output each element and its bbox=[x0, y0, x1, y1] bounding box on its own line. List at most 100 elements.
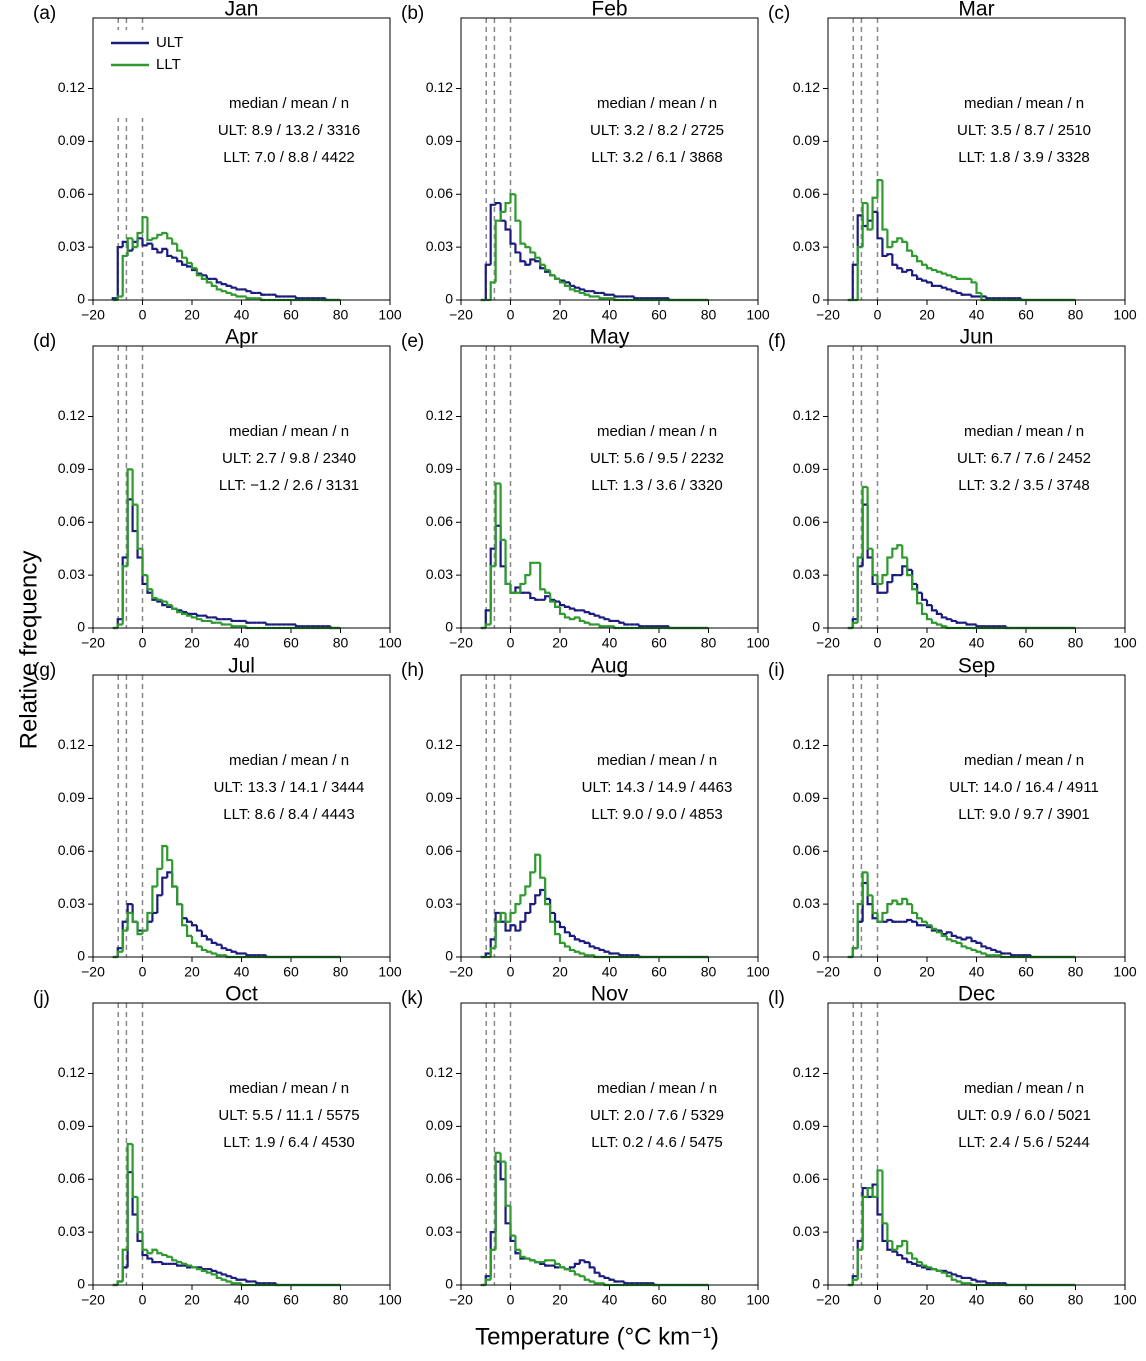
x-tick-label: 40 bbox=[602, 964, 618, 980]
y-tick-label: 0 bbox=[445, 619, 453, 635]
histogram-step bbox=[583, 1260, 590, 1264]
histogram-step bbox=[544, 595, 551, 600]
y-tick-label: 0.12 bbox=[426, 1064, 453, 1080]
histogram-step bbox=[156, 248, 163, 254]
histogram-step bbox=[210, 939, 217, 944]
histogram-step bbox=[534, 1260, 541, 1264]
histogram-step bbox=[623, 1281, 630, 1285]
y-tick-label: 0.06 bbox=[793, 842, 820, 858]
histogram-step bbox=[176, 608, 183, 614]
histogram-step bbox=[995, 949, 1002, 953]
histogram-step bbox=[618, 953, 625, 957]
y-tick-label: 0.12 bbox=[426, 407, 453, 423]
x-tick-label: −20 bbox=[449, 635, 473, 651]
histogram-step bbox=[608, 1277, 615, 1281]
panel-title: Nov bbox=[591, 983, 629, 1006]
histogram-step bbox=[558, 934, 565, 944]
histogram-step bbox=[489, 1248, 496, 1280]
y-tick-label: 0.12 bbox=[793, 1064, 820, 1080]
histogram-step bbox=[603, 949, 610, 953]
histogram-step bbox=[484, 1278, 491, 1285]
histogram-step bbox=[121, 240, 128, 248]
x-tick-label: 80 bbox=[333, 635, 349, 651]
annotation: LLT: 8.6 / 8.4 / 4443 bbox=[223, 806, 354, 823]
histogram-step bbox=[176, 886, 183, 906]
x-tick-label: 60 bbox=[283, 964, 299, 980]
histogram-step bbox=[925, 264, 932, 270]
histogram-step bbox=[940, 932, 947, 937]
histogram-step bbox=[176, 1260, 183, 1264]
histogram-step bbox=[593, 613, 600, 617]
histogram-step bbox=[906, 268, 913, 272]
y-tick-label: 0 bbox=[445, 291, 453, 307]
panel-label: (l) bbox=[768, 988, 785, 1009]
plot-frame bbox=[827, 1002, 1126, 1286]
histogram-step bbox=[514, 586, 521, 593]
histogram-step bbox=[911, 904, 918, 915]
histogram-step bbox=[965, 936, 972, 940]
histogram-step bbox=[161, 247, 168, 253]
histogram-step bbox=[141, 548, 148, 577]
histogram-step bbox=[925, 921, 932, 927]
histogram-step bbox=[519, 252, 526, 263]
histogram-step bbox=[876, 1169, 883, 1197]
histogram-step bbox=[940, 271, 947, 275]
histogram-step bbox=[876, 211, 883, 240]
histogram-step bbox=[970, 1277, 977, 1281]
y-tick-label: 0.06 bbox=[426, 1170, 453, 1186]
histogram-step bbox=[235, 951, 242, 955]
histogram-step bbox=[539, 257, 546, 266]
histogram-step bbox=[215, 942, 222, 946]
panel-label: (i) bbox=[768, 660, 785, 681]
histogram-step bbox=[549, 270, 556, 277]
histogram-step bbox=[568, 617, 575, 621]
histogram-step bbox=[950, 1276, 957, 1281]
x-tick-label: 0 bbox=[507, 1292, 515, 1308]
histogram-step bbox=[593, 1267, 600, 1274]
x-tick-label: 60 bbox=[651, 964, 667, 980]
histogram-step bbox=[598, 624, 605, 628]
histogram-step bbox=[896, 1251, 903, 1257]
histogram-step bbox=[484, 263, 491, 300]
y-tick-label: 0.12 bbox=[793, 79, 820, 95]
histogram-step bbox=[881, 180, 888, 231]
histogram-step bbox=[190, 921, 197, 927]
histogram-step bbox=[593, 1281, 600, 1285]
histogram-step bbox=[171, 860, 178, 888]
y-tick-label: 0 bbox=[445, 1276, 453, 1292]
x-tick-label: 80 bbox=[701, 964, 717, 980]
histogram-step bbox=[573, 289, 580, 293]
histogram-step bbox=[920, 278, 927, 282]
x-tick-label: 40 bbox=[969, 635, 985, 651]
x-tick-label: 100 bbox=[378, 1292, 402, 1308]
panel-label: (h) bbox=[401, 660, 424, 681]
histogram-step bbox=[529, 871, 536, 887]
histogram-step bbox=[935, 610, 942, 615]
histogram-step bbox=[210, 282, 217, 287]
histogram-step bbox=[588, 1262, 595, 1269]
histogram-step bbox=[181, 250, 188, 259]
histogram-step bbox=[896, 544, 903, 549]
histogram-step bbox=[980, 951, 987, 955]
y-tick-label: 0.09 bbox=[793, 132, 820, 148]
histogram-step bbox=[935, 270, 942, 273]
x-tick-label: 100 bbox=[378, 635, 402, 651]
panel-label: (e) bbox=[401, 331, 424, 352]
histogram-step bbox=[544, 1263, 551, 1267]
histogram-step bbox=[131, 238, 138, 249]
histogram-step bbox=[166, 845, 173, 862]
histogram-step bbox=[583, 1276, 590, 1281]
histogram-step bbox=[608, 619, 615, 623]
histogram-step bbox=[146, 911, 153, 931]
histogram-step bbox=[230, 292, 237, 296]
histogram-step bbox=[529, 258, 536, 265]
histogram-step bbox=[945, 1272, 952, 1278]
x-tick-label: 20 bbox=[919, 307, 935, 323]
histogram-step bbox=[856, 903, 863, 949]
histogram-step bbox=[901, 238, 908, 243]
histogram-step bbox=[950, 1272, 957, 1276]
x-tick-label: 0 bbox=[874, 1292, 882, 1308]
histogram-step bbox=[220, 944, 227, 950]
histogram-step bbox=[573, 1270, 580, 1276]
histogram-step bbox=[886, 253, 893, 256]
